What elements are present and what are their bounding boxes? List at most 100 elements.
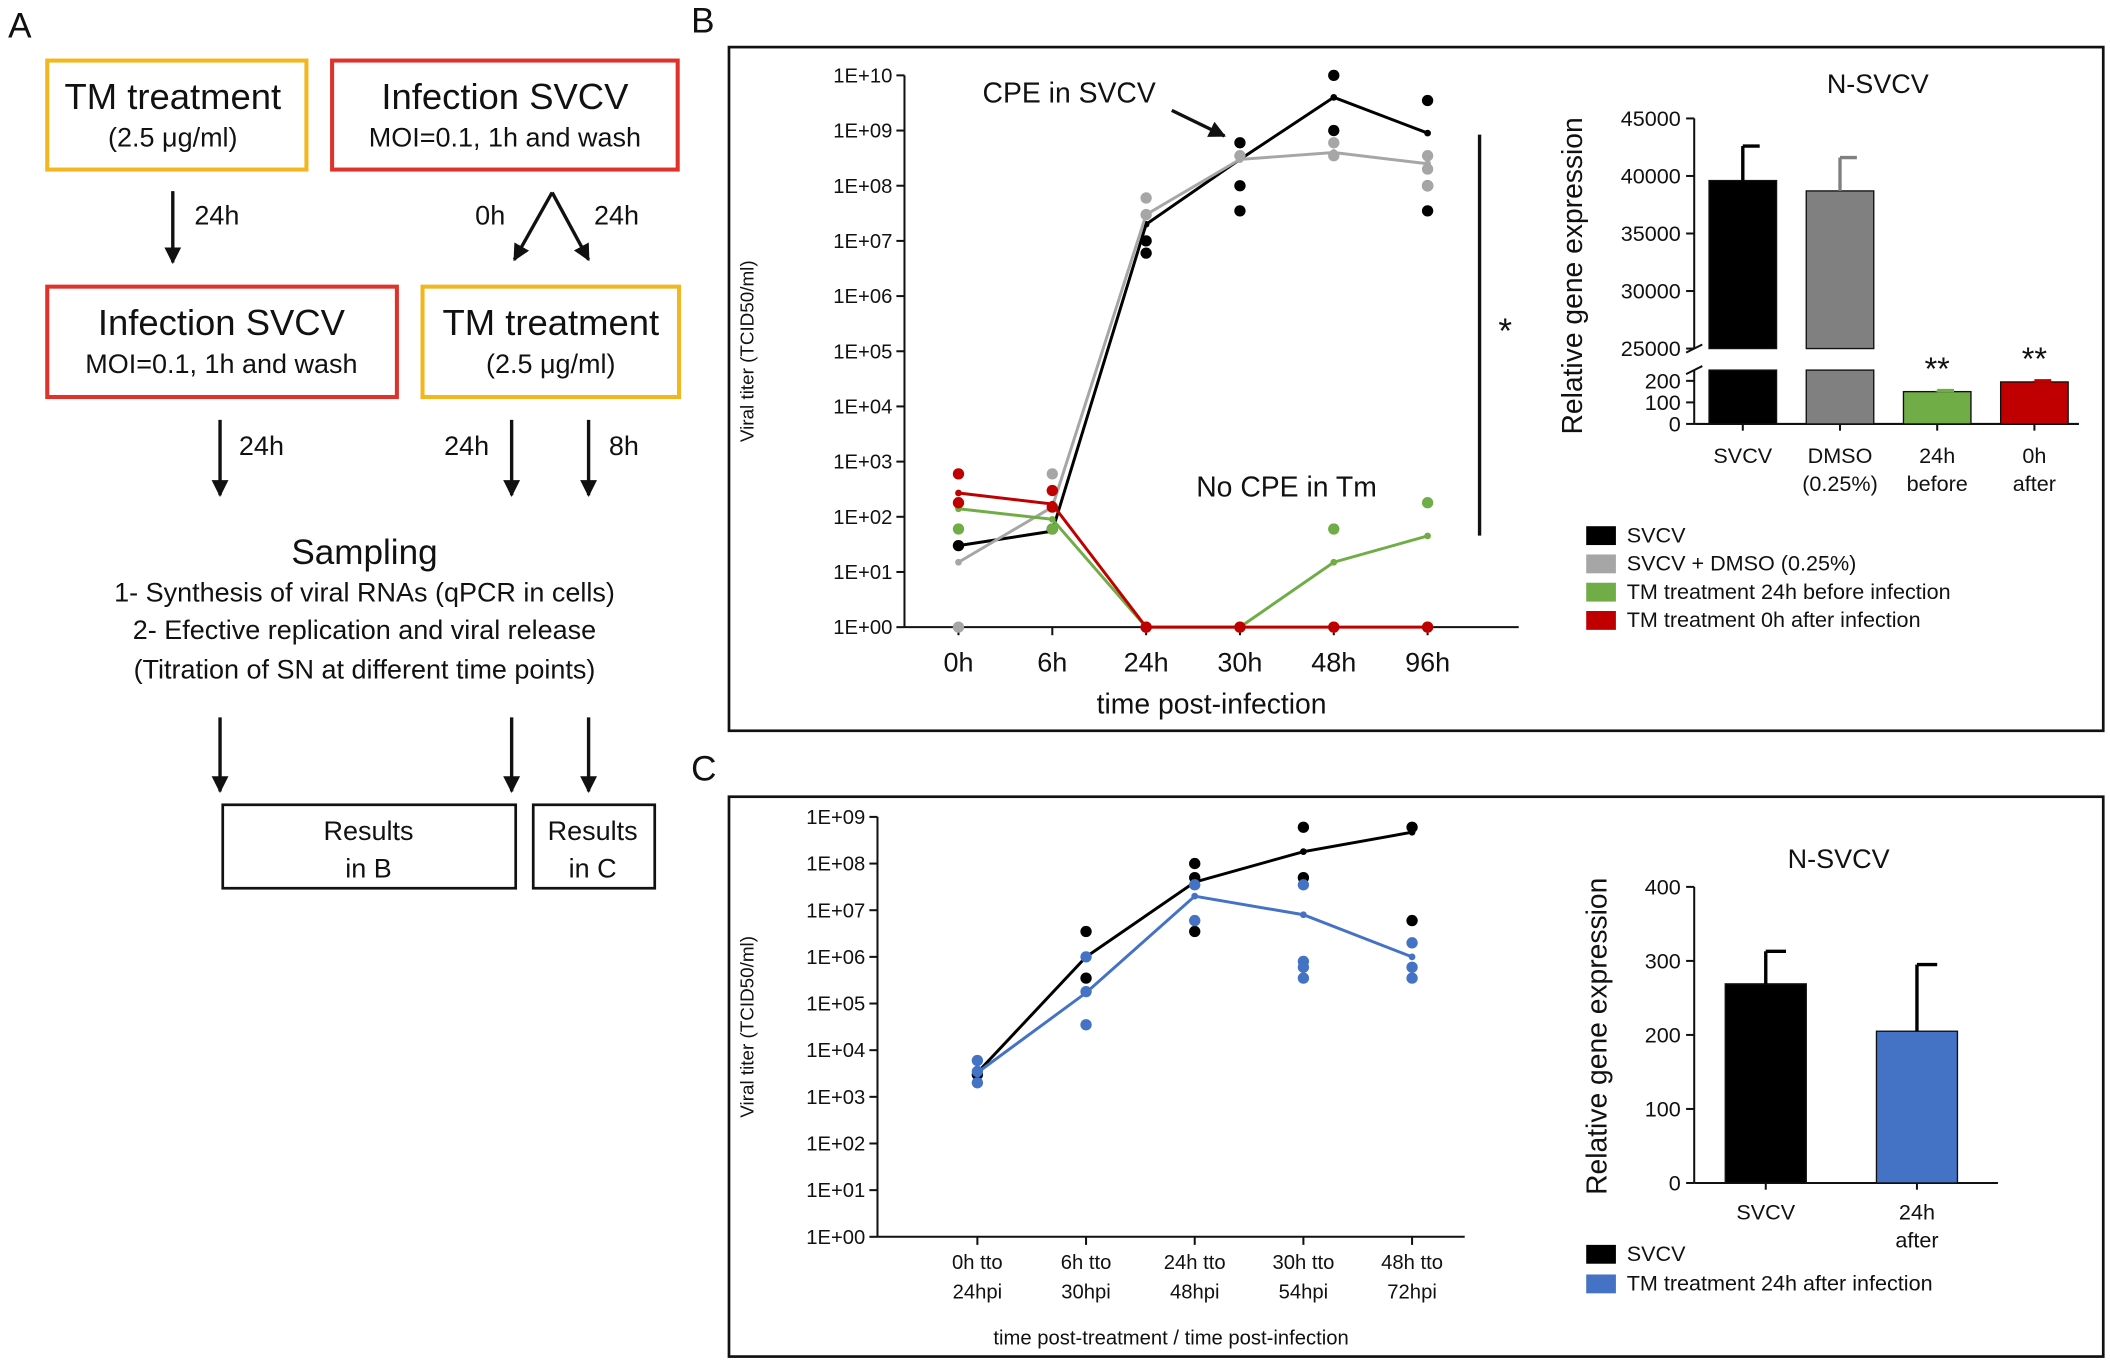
y-tick-label: 400 [1645,874,1681,899]
legend-label: TM treatment 24h before infection [1627,579,1951,604]
replicate-point [1080,985,1092,998]
mean-point [955,558,962,566]
y-tick-label: 1E+02 [833,507,892,529]
replicate-point [1406,821,1418,833]
node-title: TM treatment [442,302,659,343]
replicate-point [1328,621,1340,633]
x-tick-label-line: 30h tto [1272,1252,1334,1274]
edge-label: 24h [444,431,489,461]
panel-frame [727,45,2105,733]
x-tick-label-line: 0h [2022,443,2046,468]
chart-title: N-SVCV [1788,844,1890,874]
mean-point [1048,515,1056,523]
y-tick-label: 1E+00 [833,617,892,639]
x-tick-label: 0h [943,648,973,678]
replicate-point [1189,914,1201,927]
y-tick-label: 1E+02 [806,1134,865,1156]
arrows [164,191,598,794]
replicate-point [1421,150,1434,162]
y-tick-label: 1E+06 [806,947,865,969]
legend-swatch [1586,526,1616,546]
y-tick-label: 1E+09 [833,121,892,143]
replicate-point [1328,523,1340,535]
y-axis-label: Viral titer (TCID50/ml) [736,260,757,442]
replicate-point [1140,235,1152,247]
replicate-point [1328,69,1340,82]
mean-point [955,489,962,497]
y-tick-label: 1E+03 [806,1087,865,1109]
replicate-point [1234,137,1246,149]
y-tick-label: 1E+05 [806,994,865,1016]
replicate-point [952,468,965,480]
edge-label: 24h [194,201,239,231]
significance-label: ** [1925,351,1951,387]
node-title: Infection SVCV [98,302,346,343]
series-line [958,95,1429,548]
mean-point [1330,93,1338,101]
x-tick-label: 24h after [1895,1199,1938,1252]
legend-swatch [1586,554,1616,574]
y-tick-label: 1E+03 [833,452,892,474]
x-axis-label: time post-treatment / time post-infectio… [993,1327,1348,1349]
replicate-point [1421,180,1434,192]
legend-swatch [1586,1244,1616,1264]
replicate-point [1421,94,1434,107]
replicate-point [952,621,965,633]
y-tick-label: 100 [1645,1097,1681,1122]
y-tick-label: 1E+10 [833,65,892,87]
mean-point [1300,848,1307,856]
legend-swatch [1586,582,1616,602]
legend-label: TM treatment 24h after infection [1627,1271,1933,1296]
replicate-point [952,497,965,509]
x-tick-label: 0h tto 24hpi [952,1252,1003,1304]
replicate-point [1140,192,1152,204]
replicate-point [971,1077,984,1089]
series-line [958,491,1428,629]
series-line [958,507,1428,629]
panel-label: C [691,750,716,789]
node-box [420,284,682,400]
bar [1805,369,1875,425]
y-tick-label: 1E+08 [806,854,865,876]
replicate-point [1046,501,1058,513]
replicate-point [1406,961,1418,973]
result-text: Results [548,816,638,846]
x-tick-label: 30h tto 54hpi [1272,1252,1334,1304]
replicate-point [1421,205,1434,217]
x-tick-label: 96h [1405,648,1450,678]
y-tick-label: 1E+01 [833,562,892,584]
replicate-point [1234,180,1246,192]
x-tick-label: 6h tto 30hpi [1061,1252,1112,1304]
edge-label: 24h [239,431,284,461]
node-title: TM treatment [64,76,281,117]
x-tick-label: 24h tto 48hpi [1164,1252,1226,1304]
legend-swatch [1586,1274,1616,1294]
mean-point [1408,953,1416,961]
x-tick-label-line: SVCV [1713,443,1772,468]
node-detail: MOI=0.1, 1h and wash [369,123,641,153]
replicate-point [1046,523,1058,535]
y-tick-label: 0 [1669,411,1681,436]
x-tick-label-line: 48hpi [1170,1282,1220,1304]
edge-label: 0h [475,201,505,231]
sampling-line: (Titration of SN at different time point… [134,654,596,684]
result-text: in B [345,854,391,884]
replicate-point [1234,205,1246,217]
x-axis-label: time post-infection [1097,687,1327,719]
y-tick-label: 300 [1645,948,1681,973]
replicate-point [971,1065,984,1078]
charts: 1E+00 1E+01 1E+02 1E+03 1E+04 1E+05 1E+06 1E+07… [736,65,2079,1349]
replicate-point [1080,1019,1092,1031]
legend-swatch [1586,610,1616,630]
chart-title: N-SVCV [1827,69,1929,99]
mean-point [1330,558,1338,566]
replicate-point [952,523,965,535]
replicate-point [971,1054,984,1067]
annotation: * [1498,312,1512,351]
panel-label: A [8,7,32,46]
y-tick-label: 1E+08 [833,176,892,198]
replicate-point [1046,484,1058,497]
y-tick-label: 40000 [1621,164,1681,189]
result-box [531,803,657,890]
x-tick-label: 48h tto 72hpi [1381,1252,1443,1304]
